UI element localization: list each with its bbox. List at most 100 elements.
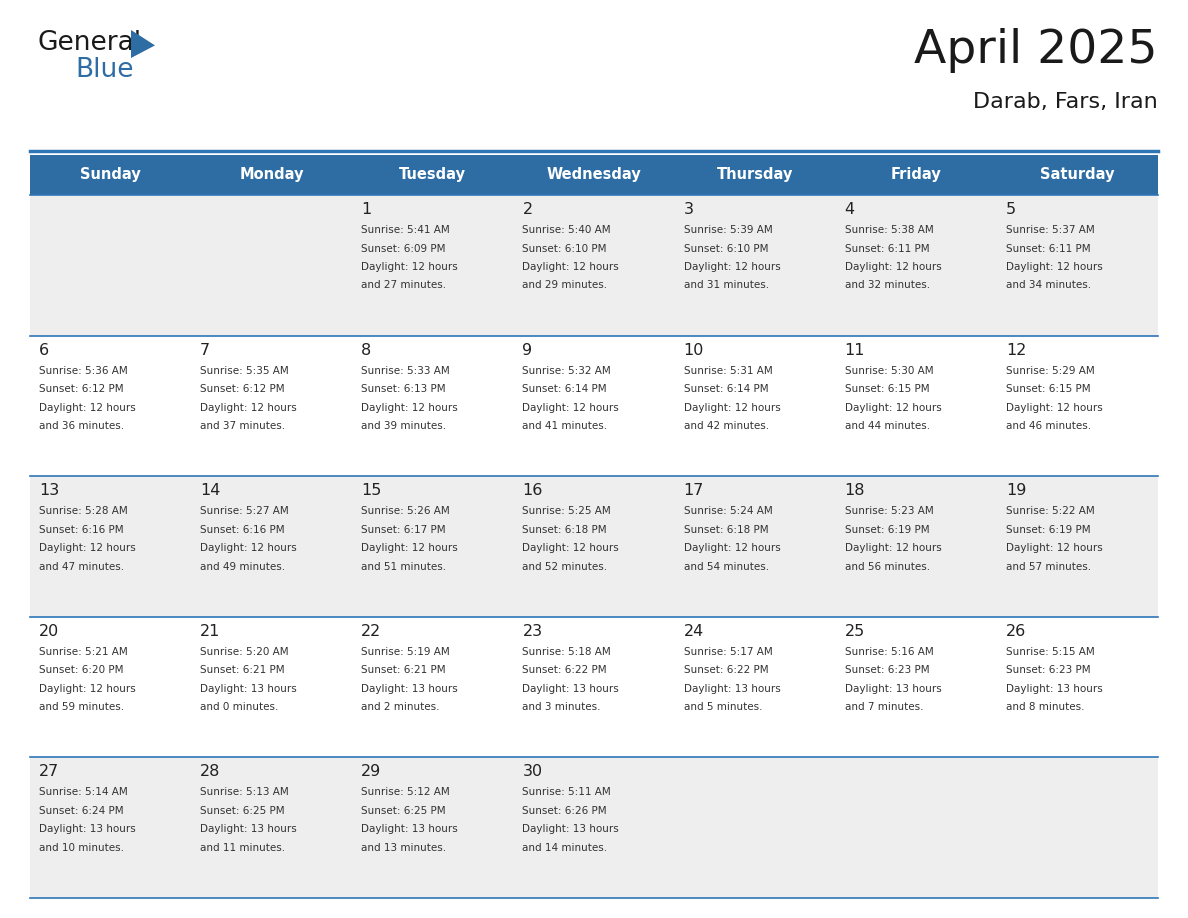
Text: and 0 minutes.: and 0 minutes. xyxy=(200,702,278,712)
Text: and 36 minutes.: and 36 minutes. xyxy=(39,421,124,431)
Text: Sunrise: 5:11 AM: Sunrise: 5:11 AM xyxy=(523,788,611,798)
Text: and 11 minutes.: and 11 minutes. xyxy=(200,843,285,853)
Text: 2: 2 xyxy=(523,202,532,217)
Text: Daylight: 12 hours: Daylight: 12 hours xyxy=(845,262,941,272)
Text: Sunrise: 5:33 AM: Sunrise: 5:33 AM xyxy=(361,365,450,375)
Text: Sunrise: 5:39 AM: Sunrise: 5:39 AM xyxy=(683,225,772,235)
Text: Sunrise: 5:14 AM: Sunrise: 5:14 AM xyxy=(39,788,128,798)
Text: Sunrise: 5:20 AM: Sunrise: 5:20 AM xyxy=(200,647,289,656)
Text: 24: 24 xyxy=(683,624,703,639)
Text: and 54 minutes.: and 54 minutes. xyxy=(683,562,769,572)
Text: Daylight: 12 hours: Daylight: 12 hours xyxy=(523,262,619,272)
Bar xyxy=(30,476,1158,617)
Text: and 13 minutes.: and 13 minutes. xyxy=(361,843,447,853)
Text: Daylight: 12 hours: Daylight: 12 hours xyxy=(845,403,941,412)
Bar xyxy=(30,155,1158,195)
Text: Wednesday: Wednesday xyxy=(546,167,642,183)
Text: Daylight: 13 hours: Daylight: 13 hours xyxy=(845,684,941,694)
Text: Sunset: 6:14 PM: Sunset: 6:14 PM xyxy=(523,384,607,394)
Text: Daylight: 13 hours: Daylight: 13 hours xyxy=(523,684,619,694)
Text: Sunrise: 5:12 AM: Sunrise: 5:12 AM xyxy=(361,788,450,798)
Text: Daylight: 12 hours: Daylight: 12 hours xyxy=(200,403,297,412)
Text: Sunrise: 5:26 AM: Sunrise: 5:26 AM xyxy=(361,506,450,516)
Text: Daylight: 12 hours: Daylight: 12 hours xyxy=(361,543,459,554)
Text: Sunrise: 5:28 AM: Sunrise: 5:28 AM xyxy=(39,506,128,516)
Text: 23: 23 xyxy=(523,624,543,639)
Text: 22: 22 xyxy=(361,624,381,639)
Text: Sunrise: 5:13 AM: Sunrise: 5:13 AM xyxy=(200,788,289,798)
Text: Blue: Blue xyxy=(75,57,133,83)
Bar xyxy=(30,757,1158,898)
Text: and 57 minutes.: and 57 minutes. xyxy=(1006,562,1091,572)
Text: 19: 19 xyxy=(1006,483,1026,498)
Text: Sunrise: 5:27 AM: Sunrise: 5:27 AM xyxy=(200,506,289,516)
Text: Daylight: 13 hours: Daylight: 13 hours xyxy=(683,684,781,694)
Text: Sunrise: 5:31 AM: Sunrise: 5:31 AM xyxy=(683,365,772,375)
Text: Sunset: 6:12 PM: Sunset: 6:12 PM xyxy=(200,384,285,394)
Polygon shape xyxy=(131,30,154,58)
Text: Saturday: Saturday xyxy=(1041,167,1114,183)
Text: Sunrise: 5:37 AM: Sunrise: 5:37 AM xyxy=(1006,225,1094,235)
Text: Daylight: 12 hours: Daylight: 12 hours xyxy=(523,543,619,554)
Text: Tuesday: Tuesday xyxy=(399,167,467,183)
Text: Sunset: 6:10 PM: Sunset: 6:10 PM xyxy=(523,243,607,253)
Text: and 5 minutes.: and 5 minutes. xyxy=(683,702,762,712)
Text: Daylight: 13 hours: Daylight: 13 hours xyxy=(523,824,619,834)
Text: Sunset: 6:16 PM: Sunset: 6:16 PM xyxy=(39,525,124,534)
Text: 30: 30 xyxy=(523,765,543,779)
Text: Daylight: 12 hours: Daylight: 12 hours xyxy=(1006,403,1102,412)
Text: Daylight: 12 hours: Daylight: 12 hours xyxy=(683,543,781,554)
Text: Sunset: 6:16 PM: Sunset: 6:16 PM xyxy=(200,525,285,534)
Text: 14: 14 xyxy=(200,483,221,498)
Text: and 32 minutes.: and 32 minutes. xyxy=(845,281,930,290)
Text: Sunset: 6:18 PM: Sunset: 6:18 PM xyxy=(523,525,607,534)
Text: and 59 minutes.: and 59 minutes. xyxy=(39,702,124,712)
Text: Daylight: 12 hours: Daylight: 12 hours xyxy=(39,543,135,554)
Text: Sunset: 6:23 PM: Sunset: 6:23 PM xyxy=(1006,666,1091,676)
Text: and 52 minutes.: and 52 minutes. xyxy=(523,562,607,572)
Text: 29: 29 xyxy=(361,765,381,779)
Text: Daylight: 13 hours: Daylight: 13 hours xyxy=(200,684,297,694)
Text: Sunrise: 5:18 AM: Sunrise: 5:18 AM xyxy=(523,647,611,656)
Text: and 8 minutes.: and 8 minutes. xyxy=(1006,702,1085,712)
Text: 18: 18 xyxy=(845,483,865,498)
Text: 16: 16 xyxy=(523,483,543,498)
Text: Sunset: 6:11 PM: Sunset: 6:11 PM xyxy=(845,243,929,253)
Bar xyxy=(30,617,1158,757)
Text: Daylight: 13 hours: Daylight: 13 hours xyxy=(200,824,297,834)
Text: Sunset: 6:14 PM: Sunset: 6:14 PM xyxy=(683,384,769,394)
Text: Sunset: 6:23 PM: Sunset: 6:23 PM xyxy=(845,666,929,676)
Text: 7: 7 xyxy=(200,342,210,358)
Text: Sunrise: 5:19 AM: Sunrise: 5:19 AM xyxy=(361,647,450,656)
Text: Daylight: 12 hours: Daylight: 12 hours xyxy=(39,403,135,412)
Text: General: General xyxy=(38,30,143,56)
Text: Sunrise: 5:38 AM: Sunrise: 5:38 AM xyxy=(845,225,934,235)
Text: Sunrise: 5:32 AM: Sunrise: 5:32 AM xyxy=(523,365,611,375)
Text: Sunset: 6:26 PM: Sunset: 6:26 PM xyxy=(523,806,607,816)
Text: Sunrise: 5:17 AM: Sunrise: 5:17 AM xyxy=(683,647,772,656)
Text: and 27 minutes.: and 27 minutes. xyxy=(361,281,447,290)
Text: Friday: Friday xyxy=(891,167,942,183)
Text: Sunrise: 5:23 AM: Sunrise: 5:23 AM xyxy=(845,506,934,516)
Text: Sunset: 6:25 PM: Sunset: 6:25 PM xyxy=(200,806,285,816)
Text: Sunset: 6:09 PM: Sunset: 6:09 PM xyxy=(361,243,446,253)
Text: and 7 minutes.: and 7 minutes. xyxy=(845,702,923,712)
Text: Sunset: 6:11 PM: Sunset: 6:11 PM xyxy=(1006,243,1091,253)
Text: and 14 minutes.: and 14 minutes. xyxy=(523,843,607,853)
Text: Sunset: 6:15 PM: Sunset: 6:15 PM xyxy=(1006,384,1091,394)
Text: Sunset: 6:13 PM: Sunset: 6:13 PM xyxy=(361,384,446,394)
Text: Sunrise: 5:36 AM: Sunrise: 5:36 AM xyxy=(39,365,128,375)
Text: Daylight: 13 hours: Daylight: 13 hours xyxy=(361,824,459,834)
Text: Sunset: 6:15 PM: Sunset: 6:15 PM xyxy=(845,384,929,394)
Text: Sunrise: 5:40 AM: Sunrise: 5:40 AM xyxy=(523,225,611,235)
Text: Sunset: 6:22 PM: Sunset: 6:22 PM xyxy=(683,666,769,676)
Text: Daylight: 12 hours: Daylight: 12 hours xyxy=(1006,543,1102,554)
Text: Sunrise: 5:21 AM: Sunrise: 5:21 AM xyxy=(39,647,128,656)
Text: Daylight: 13 hours: Daylight: 13 hours xyxy=(39,824,135,834)
Text: and 2 minutes.: and 2 minutes. xyxy=(361,702,440,712)
Text: and 37 minutes.: and 37 minutes. xyxy=(200,421,285,431)
Text: Sunset: 6:18 PM: Sunset: 6:18 PM xyxy=(683,525,769,534)
Text: and 3 minutes.: and 3 minutes. xyxy=(523,702,601,712)
Text: Daylight: 13 hours: Daylight: 13 hours xyxy=(1006,684,1102,694)
Text: 10: 10 xyxy=(683,342,704,358)
